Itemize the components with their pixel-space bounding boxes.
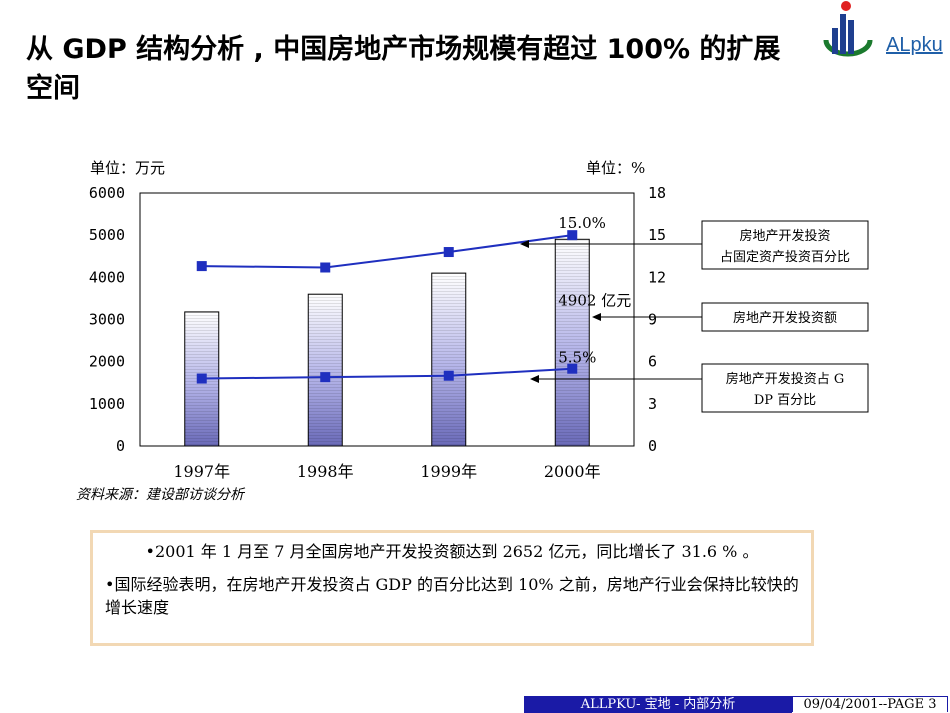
plot-frame — [139, 192, 635, 447]
callout-text-2: 房地产开发投资占 G — [726, 371, 845, 387]
company-logo — [823, 1, 873, 57]
series-point-0-0 — [196, 261, 207, 272]
callout-box-0 — [701, 220, 869, 270]
footer-label: ALLPKU- 宝地 - 内部分析 — [524, 696, 792, 713]
right-tick-label: 18 — [648, 184, 666, 202]
data-label-line1: 15.0% — [558, 214, 606, 232]
logo-bar-1 — [840, 14, 846, 54]
bar-stripes-1 — [308, 294, 343, 446]
page-title: 从 GDP 结构分析 , 中国房地产市场规模有超过 100% 的扩展空间 — [26, 34, 781, 104]
right-tick-label: 15 — [648, 226, 666, 244]
left-tick-label: 1000 — [89, 395, 125, 413]
bar-stripes-2 — [431, 273, 466, 446]
series-point-0-2 — [443, 247, 454, 258]
series-point-1-0 — [196, 373, 207, 384]
series-point-1-3 — [567, 363, 578, 374]
callout-text-2: DP 百分比 — [754, 393, 816, 408]
series-point-0-1 — [320, 262, 331, 273]
category-label: 2000年 — [544, 462, 601, 481]
left-tick-label: 4000 — [89, 268, 125, 286]
callout-box-1 — [701, 302, 869, 332]
notes-box: •2001 年 1 月至 7 月全国房地产开发投资额达到 2652 亿元，同比增… — [90, 530, 814, 646]
callout-text-1: 房地产开发投资额 — [733, 310, 837, 326]
note-1: •2001 年 1 月至 7 月全国房地产开发投资额达到 2652 亿元，同比增… — [145, 542, 759, 561]
logo-red-dot — [841, 1, 851, 11]
left-axis-unit: 单位：万元 — [90, 159, 165, 177]
category-label: 1997年 — [173, 462, 230, 481]
logo-bar-3 — [832, 28, 838, 54]
callout-text-0: 占固定资产投资百分比 — [720, 249, 850, 265]
data-label-bar: 4902 亿元 — [558, 291, 631, 309]
note-2: •国际经验表明，在房地产开发投资占 GDP 的百分比达到 10% 之前，房地产行… — [105, 575, 799, 617]
bar-stripes-3 — [555, 239, 590, 446]
left-tick-label: 0 — [116, 437, 125, 455]
callout-box-2 — [701, 363, 869, 413]
series-point-0-3 — [567, 230, 578, 241]
footer-page: 09/04/2001--PAGE 3 — [792, 696, 948, 712]
callout-arrowhead-0 — [520, 240, 529, 248]
right-tick-label: 9 — [648, 311, 657, 329]
series-point-1-2 — [443, 370, 454, 381]
right-tick-label: 12 — [648, 268, 666, 286]
left-tick-label: 2000 — [89, 353, 125, 371]
left-tick-label: 3000 — [89, 311, 125, 329]
series-point-1-1 — [320, 372, 331, 383]
data-label-line2: 5.5% — [558, 349, 596, 367]
right-tick-label: 0 — [648, 437, 657, 455]
callout-text-0: 房地产开发投资 — [739, 228, 830, 244]
category-label: 1998年 — [297, 462, 354, 481]
left-tick-label: 5000 — [89, 226, 125, 244]
left-tick-label: 6000 — [89, 184, 125, 202]
logo-bar-2 — [848, 20, 854, 54]
category-label: 1999年 — [420, 462, 477, 481]
callout-arrowhead-2 — [530, 375, 539, 383]
logo-text: ALpku — [886, 34, 943, 56]
right-axis-unit: 单位：% — [586, 159, 645, 177]
right-tick-label: 3 — [648, 395, 657, 413]
callout-arrowhead-1 — [592, 313, 601, 321]
source-note: 资料来源：建设部访谈分析 — [76, 487, 244, 503]
series-line-0 — [201, 234, 573, 269]
series-line-1 — [201, 367, 573, 380]
right-tick-label: 6 — [648, 353, 657, 371]
